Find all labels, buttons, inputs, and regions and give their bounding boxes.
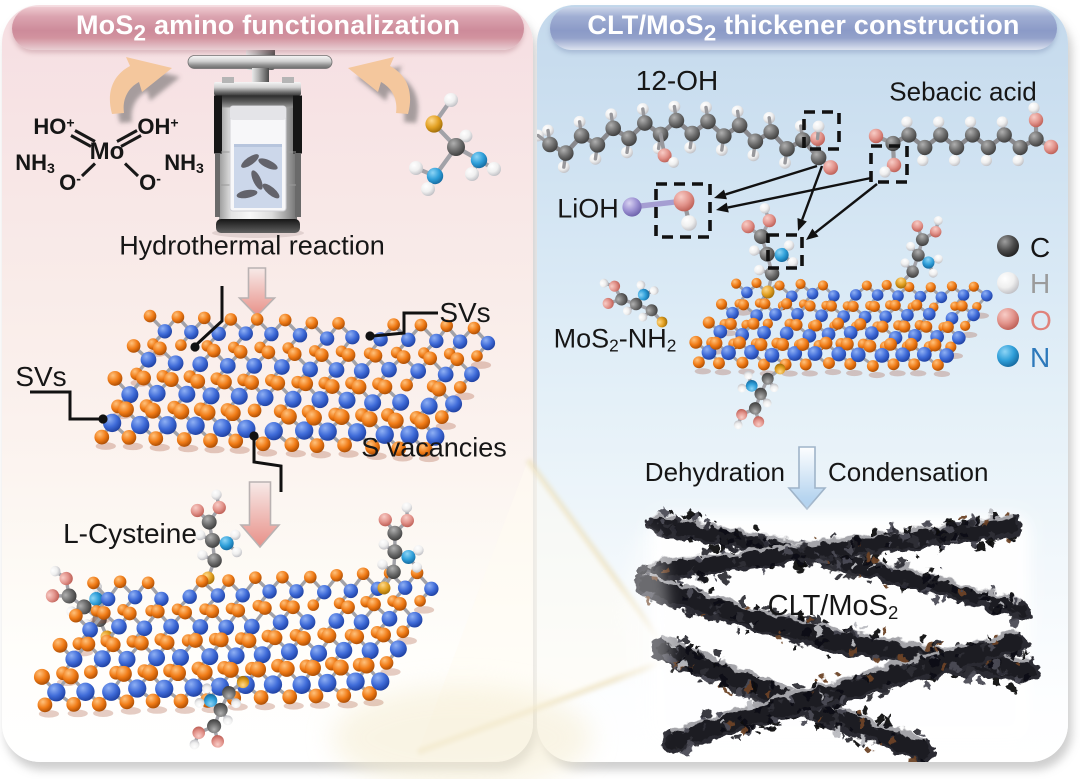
- arrow-sebacic-to-lioh: [716, 176, 872, 213]
- legend-c-text: C: [1030, 232, 1051, 263]
- box-nh2: [766, 233, 804, 270]
- formula-mo: Mo: [89, 138, 125, 165]
- arrow-sebacic-to-nh2: [806, 183, 878, 240]
- condensation-label: Condensation: [828, 457, 989, 487]
- pink-arrow-2: [239, 481, 281, 549]
- box-sebacic-oh: [869, 144, 909, 184]
- beam-cone: [332, 458, 679, 779]
- hydrothermal-reaction-label: Hydrothermal reaction: [119, 230, 385, 261]
- legend-label-h: H: [1030, 268, 1050, 300]
- legend-label-o: O: [1030, 305, 1052, 337]
- svs-right-label: SVs: [439, 297, 491, 328]
- dehydration-label: Dehydration: [644, 457, 785, 487]
- blue-arrow: [787, 446, 827, 511]
- legend-h-text: H: [1030, 268, 1051, 299]
- formula-bonds: [70, 129, 142, 178]
- swoosh-arrow-right: [348, 57, 419, 123]
- legend-balls: [997, 235, 1019, 367]
- sebacic-acid-label: Sebacic acid: [889, 76, 1037, 107]
- mos2-nh2-label: MoS2-NH2: [553, 323, 677, 356]
- cysteine-nh2-left: [599, 278, 668, 328]
- swoosh-arrow-left: [109, 57, 180, 123]
- formula-o-minus-right: O-: [139, 170, 161, 195]
- 12-oh-label: 12-OH: [635, 65, 719, 96]
- cysteine-on-sheet-bottom: [189, 675, 250, 750]
- legend-label-n: N: [1030, 342, 1050, 374]
- right-panel-art: [537, 100, 1059, 762]
- legend-label-c: C: [1030, 232, 1050, 264]
- pink-arrow-1: [237, 267, 277, 318]
- clt-mos2-label: CLT/MoS2: [767, 589, 899, 624]
- box-lioh: [654, 182, 712, 239]
- thiourea-molecule: [409, 93, 501, 196]
- mos2-lattice-functionalized: [33, 566, 439, 718]
- beam-glow: [332, 686, 592, 779]
- lioh-label: LiOH: [557, 193, 619, 224]
- right-panel-title: CLT/MoS2 thickener construction: [550, 7, 1057, 50]
- left-panel-art: [30, 46, 501, 750]
- l-cysteine-label: L-Cysteine: [63, 518, 197, 549]
- molecule-12-oh: [537, 100, 838, 175]
- arrow-12oh-to-nh2: [797, 165, 824, 231]
- mos2-nh2-lattice: [689, 277, 993, 379]
- sem-fiber-image: [622, 507, 1041, 762]
- cysteine-on-sheet-right: [377, 502, 424, 595]
- arrow-12oh-to-lioh: [714, 164, 818, 200]
- cysteine-nh2-center: [741, 203, 799, 299]
- left-title-text: MoS2 amino functionalization: [75, 10, 461, 46]
- autoclave: [187, 46, 333, 238]
- cysteine-nh2-right: [895, 216, 943, 289]
- legend-n-text: N: [1030, 342, 1051, 373]
- svs-left-label: SVs: [15, 361, 67, 392]
- formula-nh3-right: NH3: [164, 149, 204, 177]
- left-panel-title: MoS2 amino functionalization: [12, 7, 524, 50]
- mos2-lattice-pristine: [94, 309, 496, 463]
- s-vacancies-label: S vacancies: [361, 432, 507, 463]
- formula-ho-plus: HO+: [33, 114, 75, 139]
- reaction-site-boxes: [654, 110, 909, 270]
- right-title-text: CLT/MoS2 thickener construction: [587, 10, 1020, 46]
- formula-oh-plus: OH+: [137, 114, 179, 139]
- legend-o-text: O: [1030, 305, 1052, 336]
- cysteine-nh2-bottom: [733, 363, 786, 430]
- formula-o-minus-left: O-: [59, 170, 81, 195]
- cysteine-on-sheet-top: [190, 489, 243, 585]
- molecule-sebacic-acid: [868, 102, 1059, 178]
- sv-callouts: [30, 286, 438, 492]
- formula-nh3-left: NH3: [15, 149, 55, 177]
- molecule-lioh: [622, 190, 697, 231]
